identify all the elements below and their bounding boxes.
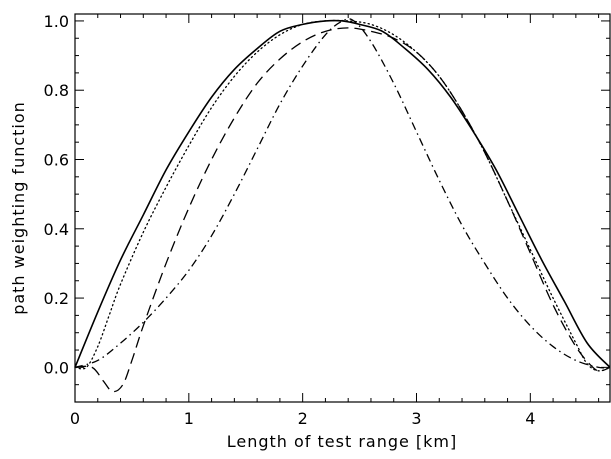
y-axis-ticks: 0.0 0.2 0.4 0.6 0.8 1.0 bbox=[44, 12, 610, 386]
y-tick-label: 0.4 bbox=[44, 220, 69, 239]
y-tick-label: 1.0 bbox=[44, 12, 69, 31]
y-tick-label: 0.6 bbox=[44, 151, 69, 170]
x-axis-label: Length of test range [km] bbox=[227, 432, 458, 451]
y-axis-label: path weighting function bbox=[9, 101, 28, 315]
x-tick-label: 4 bbox=[525, 409, 535, 428]
series-line-dash-dot bbox=[74, 18, 611, 369]
y-tick-label: 0.0 bbox=[44, 358, 69, 377]
series-layer bbox=[74, 18, 611, 393]
x-axis-ticks: 0 1 2 3 4 bbox=[70, 14, 600, 428]
y-tick-label: 0.8 bbox=[44, 81, 69, 100]
series-line-dotted bbox=[74, 19, 611, 372]
series-line-solid bbox=[74, 19, 611, 368]
x-tick-label: 2 bbox=[298, 409, 308, 428]
x-tick-label: 3 bbox=[411, 409, 421, 428]
x-tick-label: 1 bbox=[184, 409, 194, 428]
x-tick-label: 0 bbox=[70, 409, 80, 428]
series-line-dashed bbox=[74, 27, 611, 393]
y-tick-label: 0.2 bbox=[44, 289, 69, 308]
plot-frame bbox=[74, 13, 611, 403]
